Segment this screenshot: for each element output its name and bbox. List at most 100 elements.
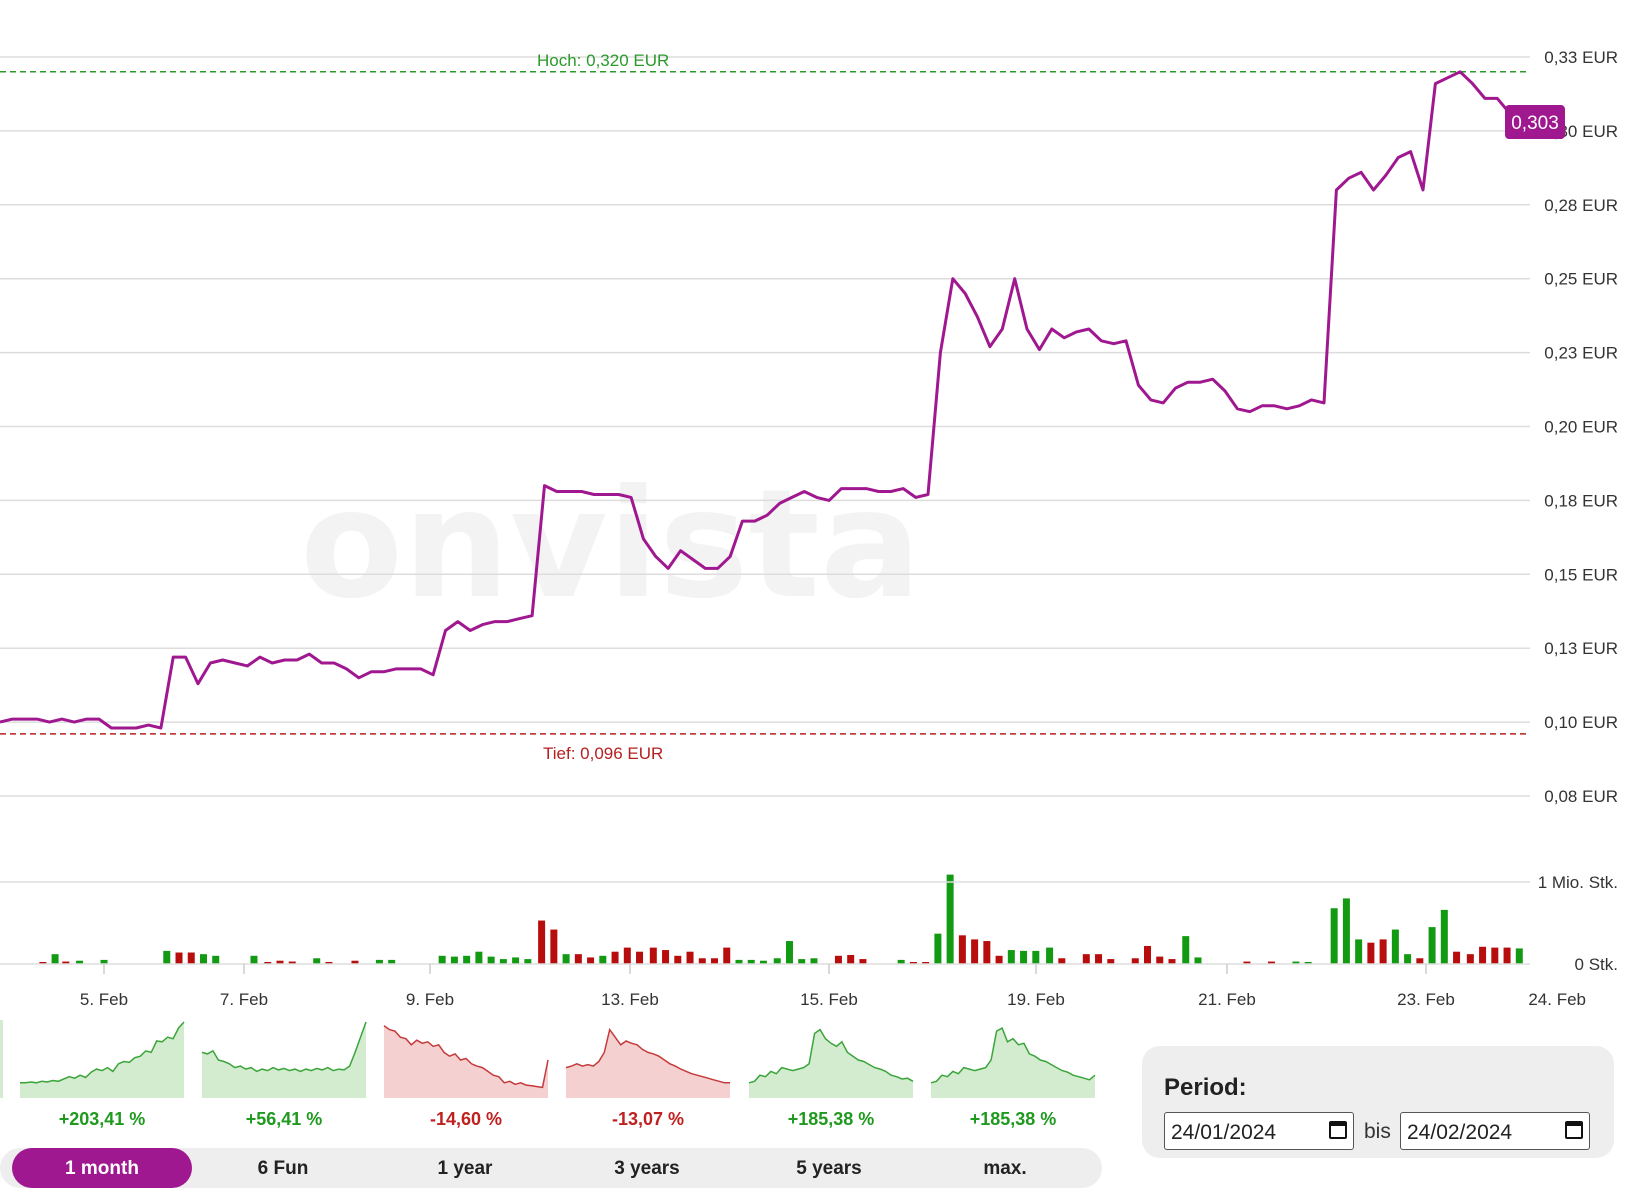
volume-bar (686, 951, 694, 964)
volume-bar (550, 929, 558, 964)
sparkline-card[interactable]: +56,41 % (201, 1021, 367, 1129)
x-tick-label: 24. Feb (1528, 990, 1586, 1009)
volume-bar (475, 951, 483, 964)
y-tick-label: 0,08 EUR (1544, 787, 1618, 806)
x-tick-label: 23. Feb (1397, 990, 1455, 1009)
volume-bar (995, 955, 1003, 964)
volume-bar (649, 947, 657, 964)
sparkline-area (384, 1025, 548, 1098)
sparkline-percent: -14,60 % (430, 1109, 502, 1129)
sparkline-card[interactable]: +203,41 % (20, 1021, 185, 1129)
volume-bar (1046, 947, 1054, 964)
sparkline-card[interactable]: +185,38 % (748, 1028, 914, 1129)
volume-bar (1342, 898, 1350, 964)
volume-bar (909, 962, 917, 964)
volume-bar (1107, 959, 1115, 964)
volume-bar (1491, 947, 1499, 964)
volume-bar (524, 959, 532, 964)
y-tick-label: 0,13 EUR (1544, 639, 1618, 658)
date-from-input[interactable]: 24/01/2024 (1164, 1112, 1354, 1150)
sparklines: +203,41 % +56,41 % -14,60 % -13,07 % +185,38… (0, 1020, 1096, 1129)
y-tick-label: 0,28 EUR (1544, 196, 1618, 215)
x-tick-label: 9. Feb (406, 990, 454, 1009)
volume-bar (1243, 961, 1251, 964)
volume-bar (759, 960, 767, 964)
sparkline-edge (0, 1020, 3, 1098)
sparkline-card[interactable]: +185,38 % (930, 1027, 1096, 1129)
volume-bar (538, 920, 546, 964)
range-1-year-button[interactable]: 1 year (437, 1158, 493, 1179)
sparkline-area (749, 1029, 913, 1098)
volume-bar (636, 951, 644, 964)
current-price-value: 0,303 (1511, 113, 1559, 134)
volume-bar (100, 959, 108, 964)
calendar-icon[interactable] (1565, 1121, 1583, 1139)
volume-bar (810, 958, 818, 964)
range-1-month-button[interactable]: 1 month (12, 1148, 192, 1188)
volume-bar (199, 954, 207, 964)
range-5-years-button[interactable]: 5 years (796, 1158, 862, 1179)
volume-bar (1144, 945, 1151, 964)
volume-bar (946, 874, 954, 964)
volume-bar (711, 958, 719, 964)
volume-bar (512, 957, 520, 964)
range-selector: 1 month 6 Fun 1 year 3 years 5 years max… (0, 1148, 1102, 1188)
sparkline-line (201, 1021, 367, 1073)
volume-bar (212, 955, 220, 964)
sparkline-line (930, 1027, 1096, 1084)
high-low-lines: Hoch: 0,320 EUR Tief: 0,096 EUR (0, 51, 1530, 763)
sparkline-card[interactable]: -14,60 % (383, 1025, 549, 1129)
volume-bar (798, 959, 806, 964)
volume-bar (1440, 909, 1448, 964)
sparkline-line (383, 1025, 549, 1089)
y-tick-label: 0,33 EUR (1544, 48, 1618, 67)
volume-bar (1466, 954, 1474, 964)
sparkline-line (20, 1021, 185, 1084)
sparkline-percent: +185,38 % (788, 1109, 875, 1129)
volume-tick-label: 1 Mio. Stk. (1538, 873, 1618, 892)
volume-bar (1182, 936, 1190, 964)
volume-bar (611, 951, 619, 964)
volume-bar (1379, 939, 1387, 964)
volume-bar (662, 950, 670, 964)
range-3-years-button[interactable]: 3 years (614, 1158, 680, 1179)
volume-axis: 1 Mio. Stk. 0 Stk. (0, 873, 1618, 974)
volume-bar (1330, 908, 1338, 964)
volume-bar (1428, 927, 1436, 964)
volume-bar (276, 960, 284, 964)
volume-bar (1020, 950, 1028, 964)
sparkline-percent: +203,41 % (59, 1109, 146, 1129)
period-panel: Period: 24/01/2024 bis 24/02/2024 (1142, 1046, 1614, 1158)
volume-bar (175, 952, 183, 964)
grid-lines (0, 56, 1530, 797)
volume-bar (599, 955, 607, 964)
sparkline-line (748, 1028, 914, 1084)
volume-bar (288, 961, 296, 964)
range-6-months-button[interactable]: 6 Fun (257, 1158, 309, 1179)
volume-bar (438, 955, 446, 964)
volume-bar (1168, 959, 1176, 964)
volume-bar (1267, 961, 1275, 964)
date-to-input[interactable]: 24/02/2024 (1400, 1112, 1590, 1150)
y-tick-label: 0,10 EUR (1544, 713, 1618, 732)
volume-bar (1515, 948, 1523, 964)
volume-bar (785, 941, 793, 964)
volume-bar (834, 955, 842, 964)
period-title: Period: (1164, 1074, 1247, 1101)
volume-bar (1416, 958, 1424, 964)
sparkline-card[interactable]: -13,07 % (565, 1027, 730, 1129)
volume-bar (264, 962, 272, 964)
volume-bar (1007, 950, 1015, 964)
volume-bar (847, 954, 855, 964)
volume-bar (1367, 942, 1375, 964)
y-tick-label: 0,20 EUR (1544, 418, 1618, 437)
sparkline-percent: +56,41 % (246, 1109, 323, 1129)
range-max-button[interactable]: max. (983, 1158, 1027, 1179)
volume-bar (375, 959, 383, 964)
volume-bar (773, 958, 781, 964)
volume-bar (1194, 957, 1202, 964)
volume-bar (971, 939, 979, 964)
calendar-icon[interactable] (1329, 1121, 1347, 1139)
